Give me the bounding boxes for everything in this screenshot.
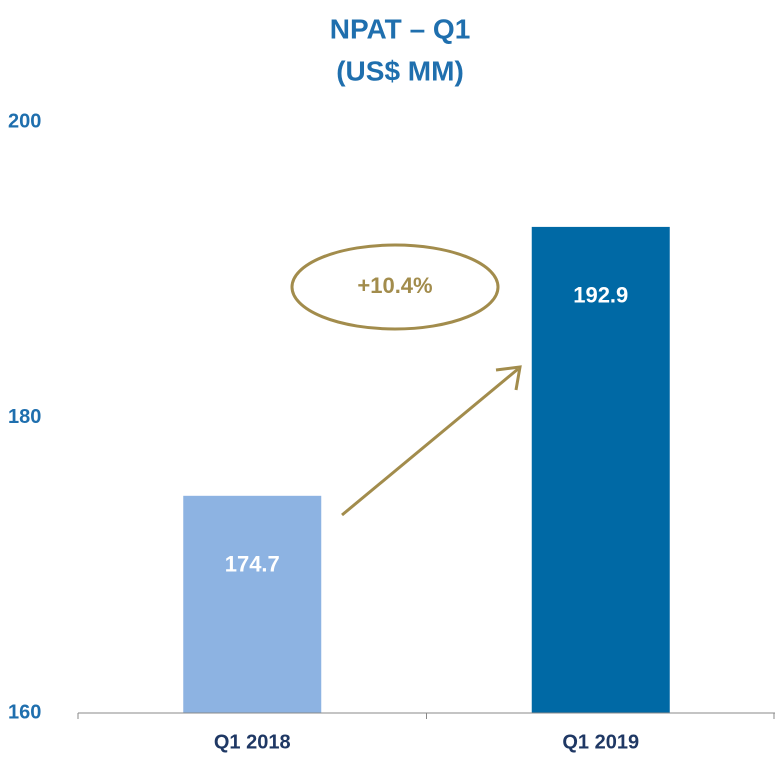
data-label: 174.7 bbox=[225, 552, 280, 577]
bar bbox=[183, 495, 322, 713]
x-tick-label: Q1 2019 bbox=[562, 731, 639, 753]
bar bbox=[531, 226, 670, 713]
x-tick-label: Q1 2018 bbox=[214, 731, 291, 753]
chart-title: NPAT – Q1 bbox=[330, 13, 471, 44]
data-label: 192.9 bbox=[573, 283, 628, 308]
y-tick-label: 180 bbox=[8, 406, 41, 428]
arrow-shaft bbox=[341, 367, 519, 517]
annotation-ellipse bbox=[290, 243, 500, 331]
annotation: +10.4% bbox=[357, 273, 432, 298]
y-tick-label: 160 bbox=[8, 701, 41, 723]
y-tick-label: 200 bbox=[8, 110, 41, 132]
arrow-head bbox=[495, 365, 522, 391]
chart-subtitle: (US$ MM) bbox=[336, 55, 464, 86]
